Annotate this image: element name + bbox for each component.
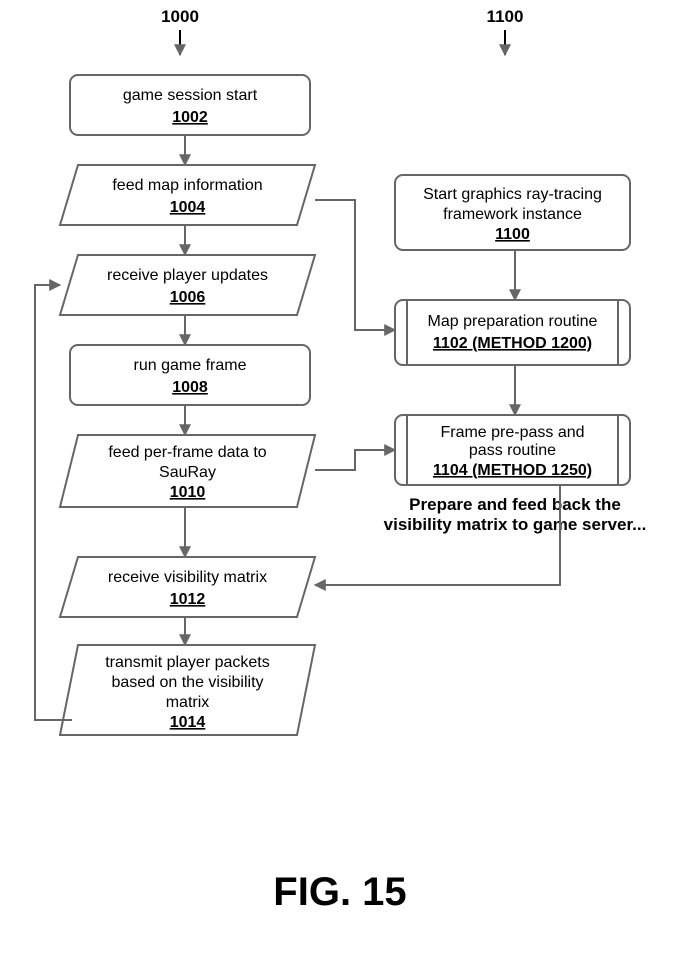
label-1008: run game frame	[134, 357, 247, 374]
ref-1102: 1102 (METHOD 1200)	[433, 335, 592, 352]
ref-1104: 1104 (METHOD 1250)	[433, 462, 592, 479]
label-1014-3: matrix	[166, 694, 210, 711]
arrow-a1010_1104	[315, 450, 395, 470]
node-1102	[395, 300, 630, 365]
label-1100-2: framework instance	[443, 206, 582, 223]
label-1010-1: feed per-frame data to	[108, 444, 266, 461]
figure-label: FIG. 15	[273, 870, 406, 914]
node-1008	[70, 345, 310, 405]
label-1004: feed map information	[112, 177, 262, 194]
label-1002: game session start	[123, 87, 258, 104]
ref-1004: 1004	[170, 199, 206, 216]
ref-1008: 1008	[172, 379, 208, 396]
arrow-a1014_1006	[35, 285, 72, 720]
node-1002	[70, 75, 310, 135]
label-1012: receive visibility matrix	[108, 569, 267, 586]
ref-1006: 1006	[170, 289, 206, 306]
ref-1010: 1010	[170, 484, 206, 501]
node-1012	[60, 557, 315, 617]
label-1104-2: pass routine	[469, 442, 556, 459]
header-left: 1000	[161, 7, 199, 26]
label-1014-2: based on the visibility	[111, 674, 263, 691]
ref-1014: 1014	[170, 714, 206, 731]
label-1100-1: Start graphics ray-tracing	[423, 186, 602, 203]
label-1006: receive player updates	[107, 267, 268, 284]
label-1014-1: transmit player packets	[105, 654, 270, 671]
ref-1012: 1012	[170, 591, 206, 608]
node-1004	[60, 165, 315, 225]
ref-1100: 1100	[495, 226, 530, 243]
node-1006	[60, 255, 315, 315]
arrow-a1004_1102	[315, 200, 395, 330]
label-1010-2: SauRay	[159, 464, 216, 481]
header-right: 1100	[487, 7, 524, 26]
caption-2: visibility matrix to game server...	[384, 515, 647, 534]
caption-1: Prepare and feed back the	[409, 495, 621, 514]
ref-1002: 1002	[172, 109, 208, 126]
label-1102: Map preparation routine	[428, 313, 598, 330]
label-1104-1: Frame pre-pass and	[440, 424, 584, 441]
